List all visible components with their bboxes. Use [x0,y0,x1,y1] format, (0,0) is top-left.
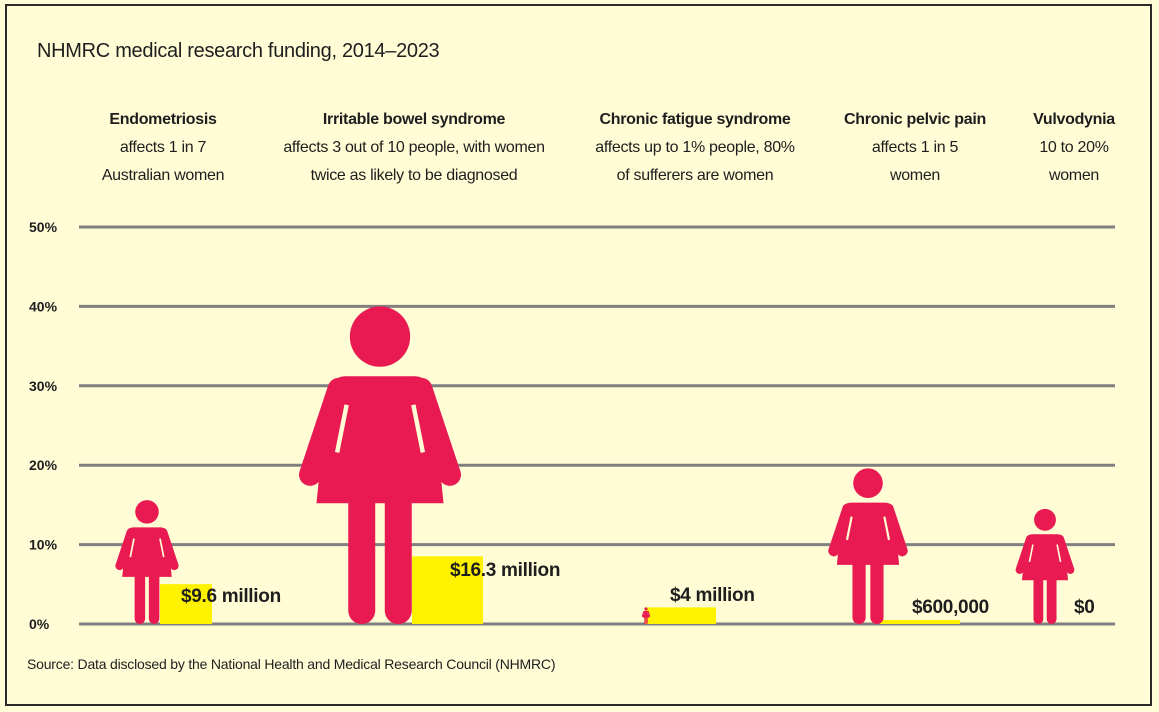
woman-figure-icon [1015,508,1075,624]
category-desc: women [889,167,941,184]
funding-bar [412,556,483,624]
category-desc: affects 1 in 7 [119,139,207,156]
y-tick-label: 0% [29,616,50,632]
woman-figure-icon [299,306,461,624]
funding-bar [880,620,960,624]
category-header-pelvic-pain: Chronic pelvic pain affects 1 in 5 women [815,106,1015,190]
y-tick-label: 50% [29,219,58,235]
category-desc: twice as likely to be diagnosed [310,167,518,184]
woman-figure-icon [641,607,651,624]
category-desc: Australian women [101,167,225,184]
chart-frame [5,4,1152,706]
woman-figure-icon [115,500,179,624]
category-desc: 10 to 20% [1039,139,1109,156]
category-name: Vulvodynia [1033,111,1115,128]
funding-label: $4 million [670,585,755,606]
funding-bar [160,584,212,624]
category-name: Chronic pelvic pain [844,111,986,128]
category-name: Chronic fatigue syndrome [599,111,791,128]
category-header-endometriosis: Endometriosis affects 1 in 7 Australian … [13,106,313,190]
category-desc: affects 3 out of 10 people, with women [283,139,545,156]
category-header-vulvodynia: Vulvodynia 10 to 20% women [1014,106,1134,190]
woman-figure-icon [828,468,908,624]
y-tick-label: 30% [29,378,58,394]
category-desc: affects 1 in 5 [871,139,959,156]
category-desc: affects up to 1% people, 80% [595,139,795,156]
y-tick-label: 20% [29,457,58,473]
chart-title: NHMRC medical research funding, 2014–202… [37,40,440,62]
source-note: Source: Data disclosed by the National H… [27,656,556,672]
category-name: Irritable bowel syndrome [322,111,506,128]
category-header-ibs: Irritable bowel syndrome affects 3 out o… [249,106,579,190]
category-name: Endometriosis [109,111,217,128]
funding-bar [645,607,716,624]
funding-label: $0 [1074,597,1095,618]
y-tick-label: 10% [29,537,58,553]
category-header-cfs: Chronic fatigue syndrome affects up to 1… [545,106,845,190]
category-desc: women [1048,167,1100,184]
funding-label: $16.3 million [450,560,560,581]
funding-label: $9.6 million [181,586,281,607]
y-tick-label: 40% [29,298,58,314]
category-desc: of sufferers are women [616,167,774,184]
funding-label: $600,000 [912,597,989,618]
